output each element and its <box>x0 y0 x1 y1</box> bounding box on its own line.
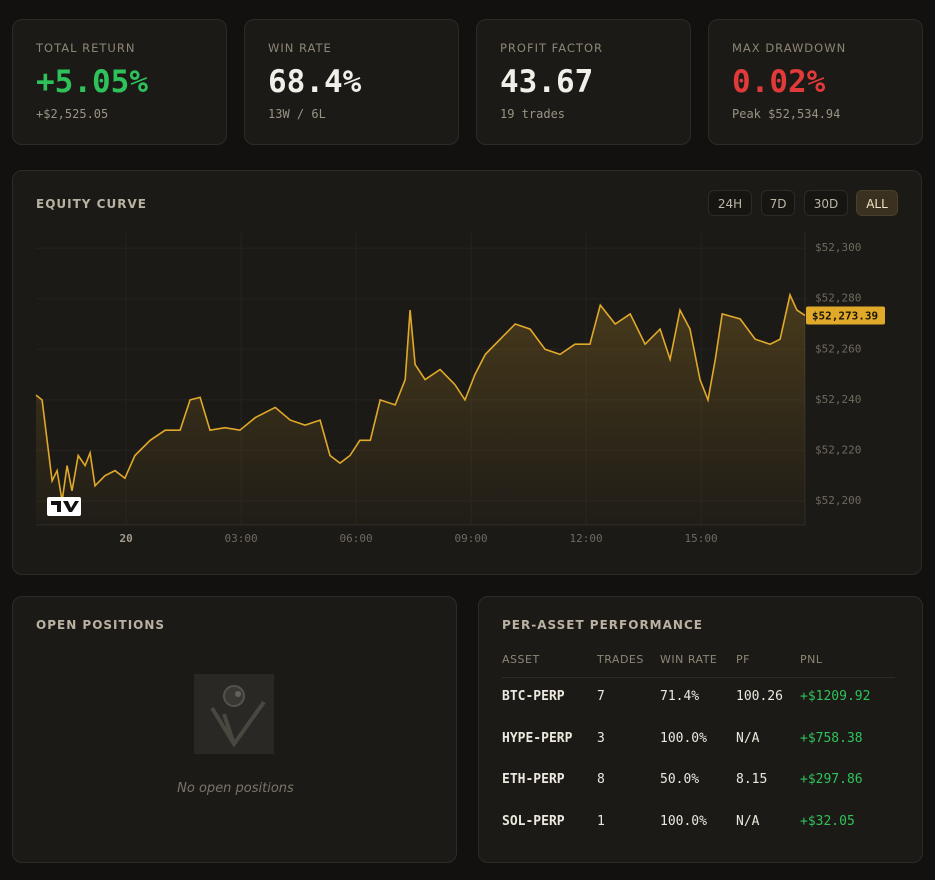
table-cell: +$758.38 <box>800 730 863 746</box>
stat-label: WIN RATE <box>268 41 332 55</box>
table-cell: 100.0% <box>660 730 707 746</box>
section-title: PER-ASSET PERFORMANCE <box>502 618 703 632</box>
table-cell: BTC-PERP <box>502 689 565 704</box>
stat-sub: 19 trades <box>500 107 566 121</box>
equity-chart: $52,200 $52,220 $52,240 $52,260 $52,280 $52,3… <box>35 233 885 545</box>
stat-label: MAX DRAWDOWN <box>732 41 847 55</box>
divider <box>502 677 895 678</box>
stat-card: TOTAL RETURN +5.05% +$2,525.05 <box>12 19 227 145</box>
stat-card: PROFIT FACTOR 43.67 19 trades <box>476 19 691 145</box>
column-header: WIN RATE <box>660 653 718 666</box>
empty-icon <box>194 674 274 754</box>
open-positions-card: OPEN POSITIONS No open positions <box>12 596 457 863</box>
table-cell: 3 <box>597 730 605 746</box>
equity-line <box>35 292 806 502</box>
table-cell: 71.4% <box>660 689 700 704</box>
table-cell: 1 <box>597 813 605 829</box>
asset-card: PER-ASSET PERFORMANCE ASSET TRADES WIN RAT… <box>478 596 923 863</box>
y-tick-label: $52,280 <box>815 292 861 305</box>
tv-logo <box>47 497 81 516</box>
y-tick-label: $52,220 <box>815 443 861 456</box>
x-tick-label: 09:00 <box>455 532 488 545</box>
table-cell: 100.26 <box>736 689 783 704</box>
area-fill <box>36 294 805 525</box>
stat-value: +5.05% <box>36 64 148 100</box>
stat-value: 0.02% <box>732 64 826 100</box>
range-button[interactable]: ALL <box>856 190 898 216</box>
price-tag <box>806 306 885 325</box>
stat-value: 68.4% <box>268 64 362 100</box>
range-button[interactable]: 30D <box>804 190 848 216</box>
table-cell: ETH-PERP <box>502 772 565 787</box>
stat-label: PROFIT FACTOR <box>500 41 603 55</box>
stat-sub: 13W / 6L <box>268 107 326 121</box>
table-cell: N/A <box>736 730 760 746</box>
column-header: ASSET <box>502 653 540 666</box>
range-button[interactable]: 7D <box>761 190 795 216</box>
table-cell: +$1209.92 <box>800 689 871 704</box>
x-tick-label: 20 <box>119 532 132 545</box>
table-cell: N/A <box>736 813 760 829</box>
stat-card: MAX DRAWDOWN 0.02% Peak $52,534.94 <box>708 19 923 145</box>
table-cell: 100.0% <box>660 813 707 829</box>
stat-sub: +$2,525.05 <box>36 107 109 121</box>
table-cell: SOL-PERP <box>502 813 565 829</box>
y-tick-label: $52,260 <box>815 342 861 355</box>
price-tag-label: $52,273.39 <box>812 309 878 322</box>
y-tick-label: $52,240 <box>815 393 861 406</box>
range-button[interactable]: 24H <box>708 190 752 216</box>
chart-title: EQUITY CURVE <box>36 197 147 211</box>
table-cell: +$297.86 <box>800 772 863 787</box>
table-cell: 50.0% <box>660 772 700 787</box>
table-cell: 8 <box>597 772 605 787</box>
stat-value: 43.67 <box>500 64 594 100</box>
x-tick-label: 12:00 <box>570 532 603 545</box>
table-cell: +$32.05 <box>800 813 855 829</box>
column-header: PNL <box>800 653 823 666</box>
table-cell: HYPE-PERP <box>502 730 573 746</box>
x-tick-label: 06:00 <box>340 532 373 545</box>
column-header: TRADES <box>597 653 644 666</box>
stat-label: TOTAL RETURN <box>36 41 136 55</box>
x-tick-label: 15:00 <box>685 532 718 545</box>
x-tick-label: 03:00 <box>225 532 258 545</box>
section-title: OPEN POSITIONS <box>36 618 166 632</box>
y-tick-label: $52,200 <box>815 494 861 507</box>
stat-card: WIN RATE 68.4% 13W / 6L <box>244 19 459 145</box>
table-cell: 8.15 <box>736 772 768 787</box>
empty-text: No open positions <box>177 781 294 796</box>
table-cell: 7 <box>597 689 605 704</box>
stat-sub: Peak $52,534.94 <box>732 107 841 121</box>
y-tick-label: $52,300 <box>815 241 861 254</box>
column-header: PF <box>736 653 750 666</box>
